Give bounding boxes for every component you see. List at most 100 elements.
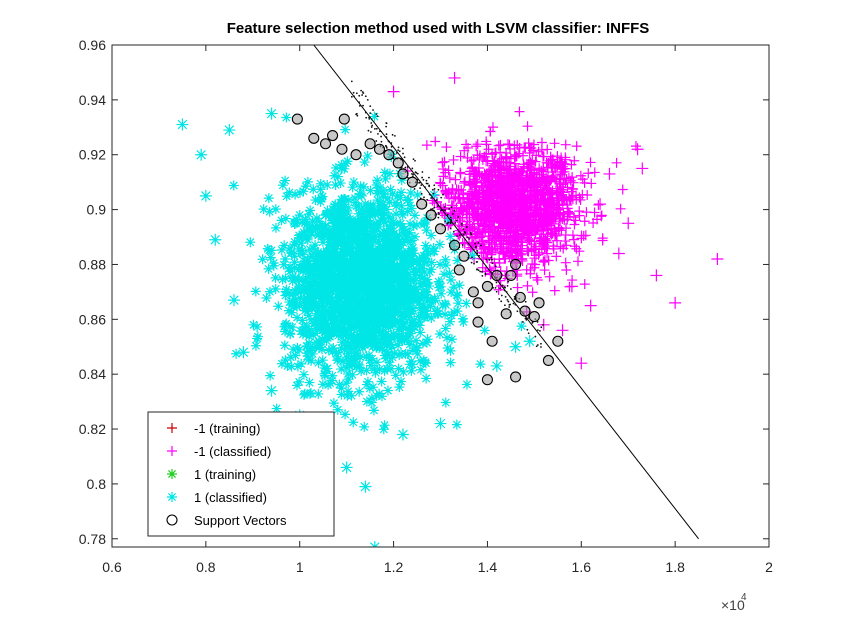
boundary-point	[360, 89, 363, 92]
cyan-point	[445, 345, 456, 356]
magenta-point	[579, 216, 590, 227]
cyan-point	[409, 248, 420, 259]
cyan-point	[321, 363, 332, 374]
boundary-point	[507, 300, 510, 303]
cyan-point	[357, 340, 368, 351]
magenta-point	[547, 214, 558, 225]
boundary-point	[412, 173, 414, 176]
boundary-point	[370, 126, 373, 128]
cyan-point	[293, 232, 304, 243]
cyan-point	[443, 215, 454, 226]
magenta-point	[477, 262, 488, 273]
boundary-point	[403, 156, 406, 159]
support-vector-fill	[426, 210, 436, 220]
cyan-point	[319, 319, 330, 330]
cyan-point	[271, 403, 282, 414]
cyan-point	[176, 118, 189, 131]
support-vector-marker	[510, 371, 522, 383]
cyan-point	[375, 287, 386, 298]
boundary-point	[411, 167, 414, 170]
boundary-point	[419, 187, 422, 190]
x-tick-label: 0.6	[102, 559, 122, 575]
cyan-point	[381, 334, 392, 345]
magenta-point	[550, 163, 561, 174]
magenta-point	[447, 183, 458, 194]
cyan-point	[384, 221, 395, 232]
cyan-point	[336, 285, 347, 296]
boundary-point	[398, 150, 401, 153]
magenta-point	[561, 264, 572, 275]
cyan-point	[349, 259, 360, 270]
cyan-point	[475, 359, 486, 370]
support-vector-fill	[468, 287, 478, 297]
cyan-point	[414, 270, 425, 281]
boundary-point	[430, 197, 433, 199]
cyan-point	[380, 173, 391, 184]
cyan-point	[415, 278, 426, 289]
cyan-point	[372, 185, 383, 196]
cyan-point	[394, 349, 405, 360]
cyan-point	[426, 257, 437, 268]
support-vector-fill	[520, 306, 530, 316]
cyan-point	[330, 324, 341, 335]
support-vector-fill	[351, 150, 361, 160]
cyan-point	[396, 276, 407, 287]
cyan-point	[209, 233, 222, 246]
cyan-point	[336, 163, 347, 174]
legend-marker	[167, 469, 177, 479]
cyan-point	[379, 227, 390, 238]
cyan-point	[307, 216, 318, 227]
magenta-point	[551, 202, 562, 213]
magenta-point	[576, 233, 587, 244]
cyan-point	[327, 215, 338, 226]
cyan-point	[325, 312, 336, 323]
magenta-point	[455, 151, 466, 162]
cyan-point	[366, 393, 377, 404]
cyan-point	[369, 296, 380, 307]
cyan-point	[397, 292, 408, 303]
cyan-point	[516, 321, 527, 332]
boundary-point	[390, 145, 393, 148]
magenta-point	[582, 189, 593, 200]
cyan-point	[336, 231, 347, 242]
support-vector-marker	[510, 258, 522, 271]
support-vector-fill	[506, 270, 516, 281]
magenta-point	[477, 227, 488, 238]
cyan-point	[283, 263, 294, 274]
cyan-point	[399, 234, 410, 245]
cyan-point	[270, 222, 281, 233]
support-vector-marker	[481, 280, 493, 292]
cyan-point	[407, 317, 418, 328]
boundary-point	[370, 122, 373, 124]
boundary-point	[441, 208, 444, 211]
cyan-point	[290, 218, 301, 229]
cyan-point	[374, 309, 385, 320]
cyan-point	[356, 190, 367, 201]
cyan-point	[380, 353, 391, 364]
cyan-point	[400, 332, 411, 343]
cyan-point	[391, 209, 402, 220]
cyan-point	[372, 175, 383, 186]
cyan-point	[389, 297, 400, 308]
support-vector-fill	[501, 309, 511, 319]
cyan-point	[349, 193, 360, 204]
cyan-point	[446, 310, 457, 321]
cyan-point	[231, 348, 242, 359]
cyan-point	[362, 257, 373, 268]
cyan-point	[405, 236, 416, 247]
boundary-point	[461, 224, 463, 226]
cyan-point	[252, 321, 263, 332]
cyan-point	[322, 205, 333, 216]
cyan-point	[415, 293, 426, 304]
cyan-point	[338, 325, 349, 336]
cyan-point	[322, 251, 333, 262]
cyan-point	[377, 235, 388, 246]
magenta-point	[528, 189, 539, 200]
magenta-point	[462, 152, 473, 163]
cyan-point	[396, 324, 407, 335]
cyan-point	[312, 313, 323, 324]
boundary-point	[397, 146, 400, 149]
cyan-point	[330, 255, 341, 266]
cyan-point	[335, 311, 346, 322]
cyan-point	[394, 335, 405, 346]
